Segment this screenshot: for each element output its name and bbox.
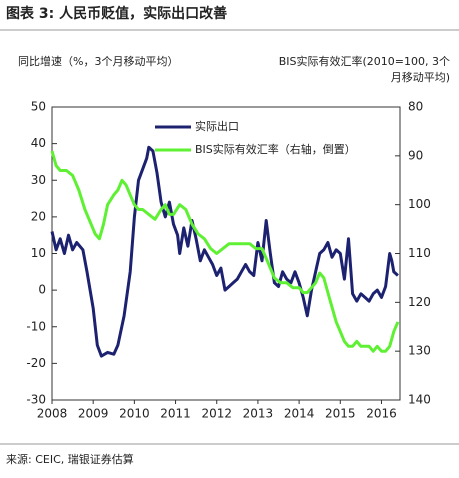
y-tick-label: 50 <box>31 100 46 114</box>
y2-tick-label: 130 <box>408 344 431 358</box>
y-tick-label: 20 <box>31 209 46 223</box>
y2-tick-label: 120 <box>408 295 431 309</box>
x-tick-label: 2015 <box>325 407 356 421</box>
series-line <box>50 150 400 353</box>
x-tick-label: 2016 <box>366 407 397 421</box>
y2-tick-label: 80 <box>408 100 423 114</box>
x-tick-label: 2014 <box>284 407 315 421</box>
y-tick-label: 40 <box>31 136 46 150</box>
y-tick-label: 10 <box>31 246 46 260</box>
x-tick-label: 2011 <box>160 407 191 421</box>
x-tick-label: 2012 <box>201 407 232 421</box>
x-tick-label: 2013 <box>243 407 274 421</box>
legend-label: 实际出口 <box>195 119 239 133</box>
y2-tick-label: 110 <box>408 246 431 260</box>
y2-axis-label: 月移动平均) <box>391 71 450 84</box>
y-tick-label: 30 <box>31 173 46 187</box>
y-axis-label: 同比增速（%，3个月移动平均） <box>18 54 178 68</box>
y2-axis-label: BIS实际有效汇率(2010=100, 3个 <box>279 54 450 68</box>
y-tick-label: -30 <box>26 393 46 407</box>
x-tick-label: 2010 <box>119 407 150 421</box>
y2-tick-label: 140 <box>408 393 431 407</box>
x-tick-label: 2009 <box>78 407 109 421</box>
y2-tick-label: 100 <box>408 197 431 211</box>
x-tick-label: 2008 <box>37 407 68 421</box>
y-tick-label: 0 <box>38 283 46 297</box>
y-tick-label: -10 <box>26 319 46 333</box>
legend-label: BIS实际有效汇率（右轴，倒置） <box>195 142 356 156</box>
source: 来源: CEIC, 瑞银证券估算 <box>6 452 134 466</box>
y2-tick-label: 90 <box>408 148 423 162</box>
series-line <box>50 145 399 358</box>
chart-title: 图表 3: 人民币贬值，实际出口改善 <box>6 5 227 22</box>
y-tick-label: -20 <box>26 356 46 370</box>
